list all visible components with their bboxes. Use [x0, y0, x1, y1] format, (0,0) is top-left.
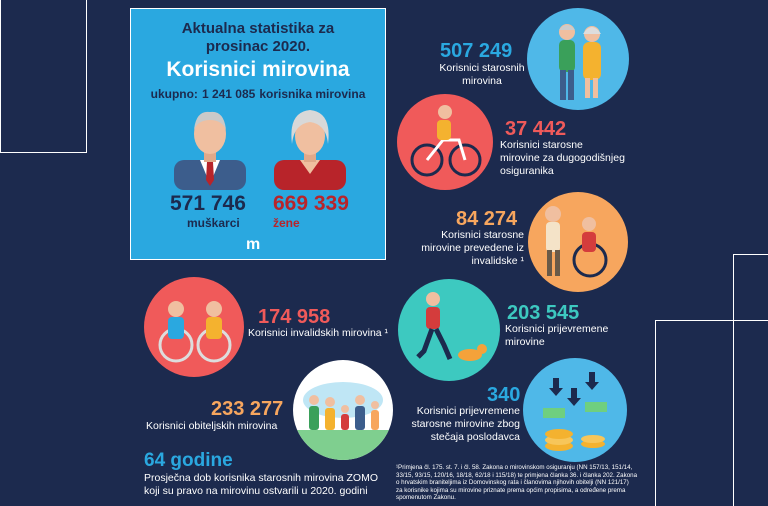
bankruptcy-label-2: starosne mirovine zbog: [411, 418, 520, 430]
long-insurance-label-3: osiguranika: [500, 165, 554, 177]
card-title-line1: Aktualna statistika za: [181, 20, 335, 37]
family-value: 233 277: [211, 398, 284, 420]
long-insurance-value: 37 442: [505, 118, 567, 140]
average-age-value: 64 godine: [144, 450, 233, 471]
card-heading: Korisnici mirovina: [166, 58, 350, 81]
logo-text: m: [246, 236, 260, 253]
early-label-1: Korisnici prijevremene: [505, 323, 609, 335]
total-prefix: ukupno:: [150, 87, 198, 101]
frame-line: [733, 254, 768, 255]
footnote: ¹Primjena čl. 175. st. 7. i čl. 58. Zako…: [396, 464, 646, 502]
woman-icon: [274, 110, 346, 190]
falling-money-icon: [523, 358, 627, 462]
family-label-1: Korisnici obiteljskih mirovina: [146, 420, 278, 432]
frame-line: [733, 254, 734, 506]
early-value: 203 545: [507, 302, 580, 324]
long-insurance-label-2: mirovine za dugogodišnjeg: [500, 152, 625, 164]
total-value: 1 241 085: [201, 87, 256, 101]
from-disability-value: 84 274: [456, 208, 518, 230]
frame-line: [655, 320, 768, 321]
footnote-line-3: o hrvatskim braniteljima iz Domovinskog …: [396, 479, 629, 487]
old-age-label-2: mirovina: [462, 75, 502, 87]
summary-card: Aktualna statistika za prosinac 2020. Ko…: [130, 8, 386, 260]
men-label: muškarci: [187, 216, 240, 230]
footnote-line-2: 33/15, 93/15, 120/16, 18/18, 62/18 i 115…: [396, 471, 638, 479]
from-disability-label-2: mirovine prevedene iz: [421, 242, 524, 254]
footnote-line-1: ¹Primjena čl. 175. st. 7. i čl. 58. Zako…: [396, 464, 633, 471]
frame-line: [86, 0, 87, 153]
card-title-line2: prosinac 2020.: [205, 38, 311, 55]
card-total: ukupno: 1 241 085 korisnika mirovina: [130, 87, 386, 101]
frame-line: [655, 320, 656, 506]
cyclist-icon: [397, 94, 493, 190]
logo: m: [246, 236, 260, 254]
wheelchair-assist-icon: [528, 192, 628, 292]
from-disability-label-3: invalidske ¹: [471, 255, 524, 267]
man-icon: [174, 111, 246, 190]
footnote-line-5: spomenutom Zakonu.: [396, 494, 456, 502]
footnote-line-4: za korisnike kojima su mirovine priznate…: [396, 486, 626, 494]
women-label: žene: [273, 216, 300, 230]
from-disability-label-1: Korisnici starosne: [441, 229, 524, 241]
average-age-text-2: koji su pravo na mirovinu ostvarili u 20…: [144, 485, 368, 497]
bankruptcy-label-3: stečaja poslodavca: [430, 431, 520, 443]
family-icon: [293, 360, 393, 460]
elderly-couple-icon: [527, 8, 629, 110]
old-age-label-1: Korisnici starosnih: [439, 62, 525, 74]
men-value: 571 746: [170, 192, 246, 215]
women-value: 669 339: [273, 192, 349, 215]
frame-line: [0, 0, 1, 152]
disability-label-1: Korisnici invalidskih mirovina ¹: [248, 327, 389, 339]
bankruptcy-value: 340: [487, 384, 521, 406]
runner-with-dog-icon: [398, 279, 500, 381]
early-label-2: mirovine: [505, 336, 545, 348]
disability-value: 174 958: [258, 306, 331, 328]
wheelchair-couple-icon: [144, 277, 244, 377]
total-suffix: korisnika mirovina: [259, 87, 366, 101]
old-age-value: 507 249: [440, 40, 513, 62]
long-insurance-label-1: Korisnici starosne: [500, 139, 583, 151]
average-age-text-1: Prosječna dob korisnika starosnih mirovi…: [144, 472, 379, 484]
bankruptcy-label-1: Korisnici prijevremene: [416, 405, 520, 417]
frame-line: [0, 152, 86, 153]
